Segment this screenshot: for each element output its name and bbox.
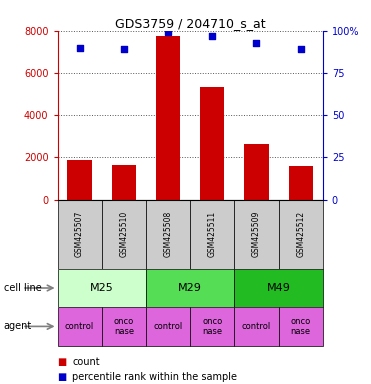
Text: GSM425512: GSM425512 <box>296 211 305 257</box>
Bar <box>102 200 146 269</box>
Bar <box>58 200 102 269</box>
Bar <box>234 307 279 346</box>
Bar <box>146 269 234 307</box>
Bar <box>156 36 180 200</box>
Text: ■: ■ <box>58 356 67 367</box>
Text: count: count <box>72 356 100 367</box>
Bar <box>190 307 234 346</box>
Bar <box>190 200 234 269</box>
Text: GSM425510: GSM425510 <box>119 211 128 257</box>
Text: M29: M29 <box>178 283 202 293</box>
Bar <box>244 144 269 200</box>
Text: GSM425509: GSM425509 <box>252 211 261 257</box>
Text: onco
nase: onco nase <box>290 317 311 336</box>
Point <box>253 40 259 46</box>
Text: GSM425507: GSM425507 <box>75 211 84 257</box>
Text: M25: M25 <box>90 283 114 293</box>
Point <box>121 46 127 52</box>
Title: GDS3759 / 204710_s_at: GDS3759 / 204710_s_at <box>115 17 265 30</box>
Bar <box>279 307 323 346</box>
Text: M49: M49 <box>267 283 290 293</box>
Bar <box>68 160 92 200</box>
Bar <box>58 307 102 346</box>
Text: control: control <box>242 322 271 331</box>
Text: percentile rank within the sample: percentile rank within the sample <box>72 372 237 382</box>
Text: onco
nase: onco nase <box>202 317 222 336</box>
Text: agent: agent <box>4 321 32 331</box>
Text: GSM425511: GSM425511 <box>208 211 217 257</box>
Bar <box>279 200 323 269</box>
Bar <box>200 87 224 200</box>
Bar <box>289 166 313 200</box>
Point <box>209 33 215 39</box>
Text: control: control <box>65 322 94 331</box>
Text: control: control <box>153 322 183 331</box>
Text: GSM425508: GSM425508 <box>164 211 173 257</box>
Bar <box>102 307 146 346</box>
Text: cell line: cell line <box>4 283 42 293</box>
Text: ■: ■ <box>58 372 67 382</box>
Point <box>77 45 83 51</box>
Bar <box>234 269 323 307</box>
Bar <box>146 200 190 269</box>
Bar <box>146 307 190 346</box>
Text: onco
nase: onco nase <box>114 317 134 336</box>
Bar <box>112 165 136 200</box>
Bar <box>58 269 146 307</box>
Bar <box>234 200 279 269</box>
Point <box>298 46 303 52</box>
Point <box>165 29 171 35</box>
